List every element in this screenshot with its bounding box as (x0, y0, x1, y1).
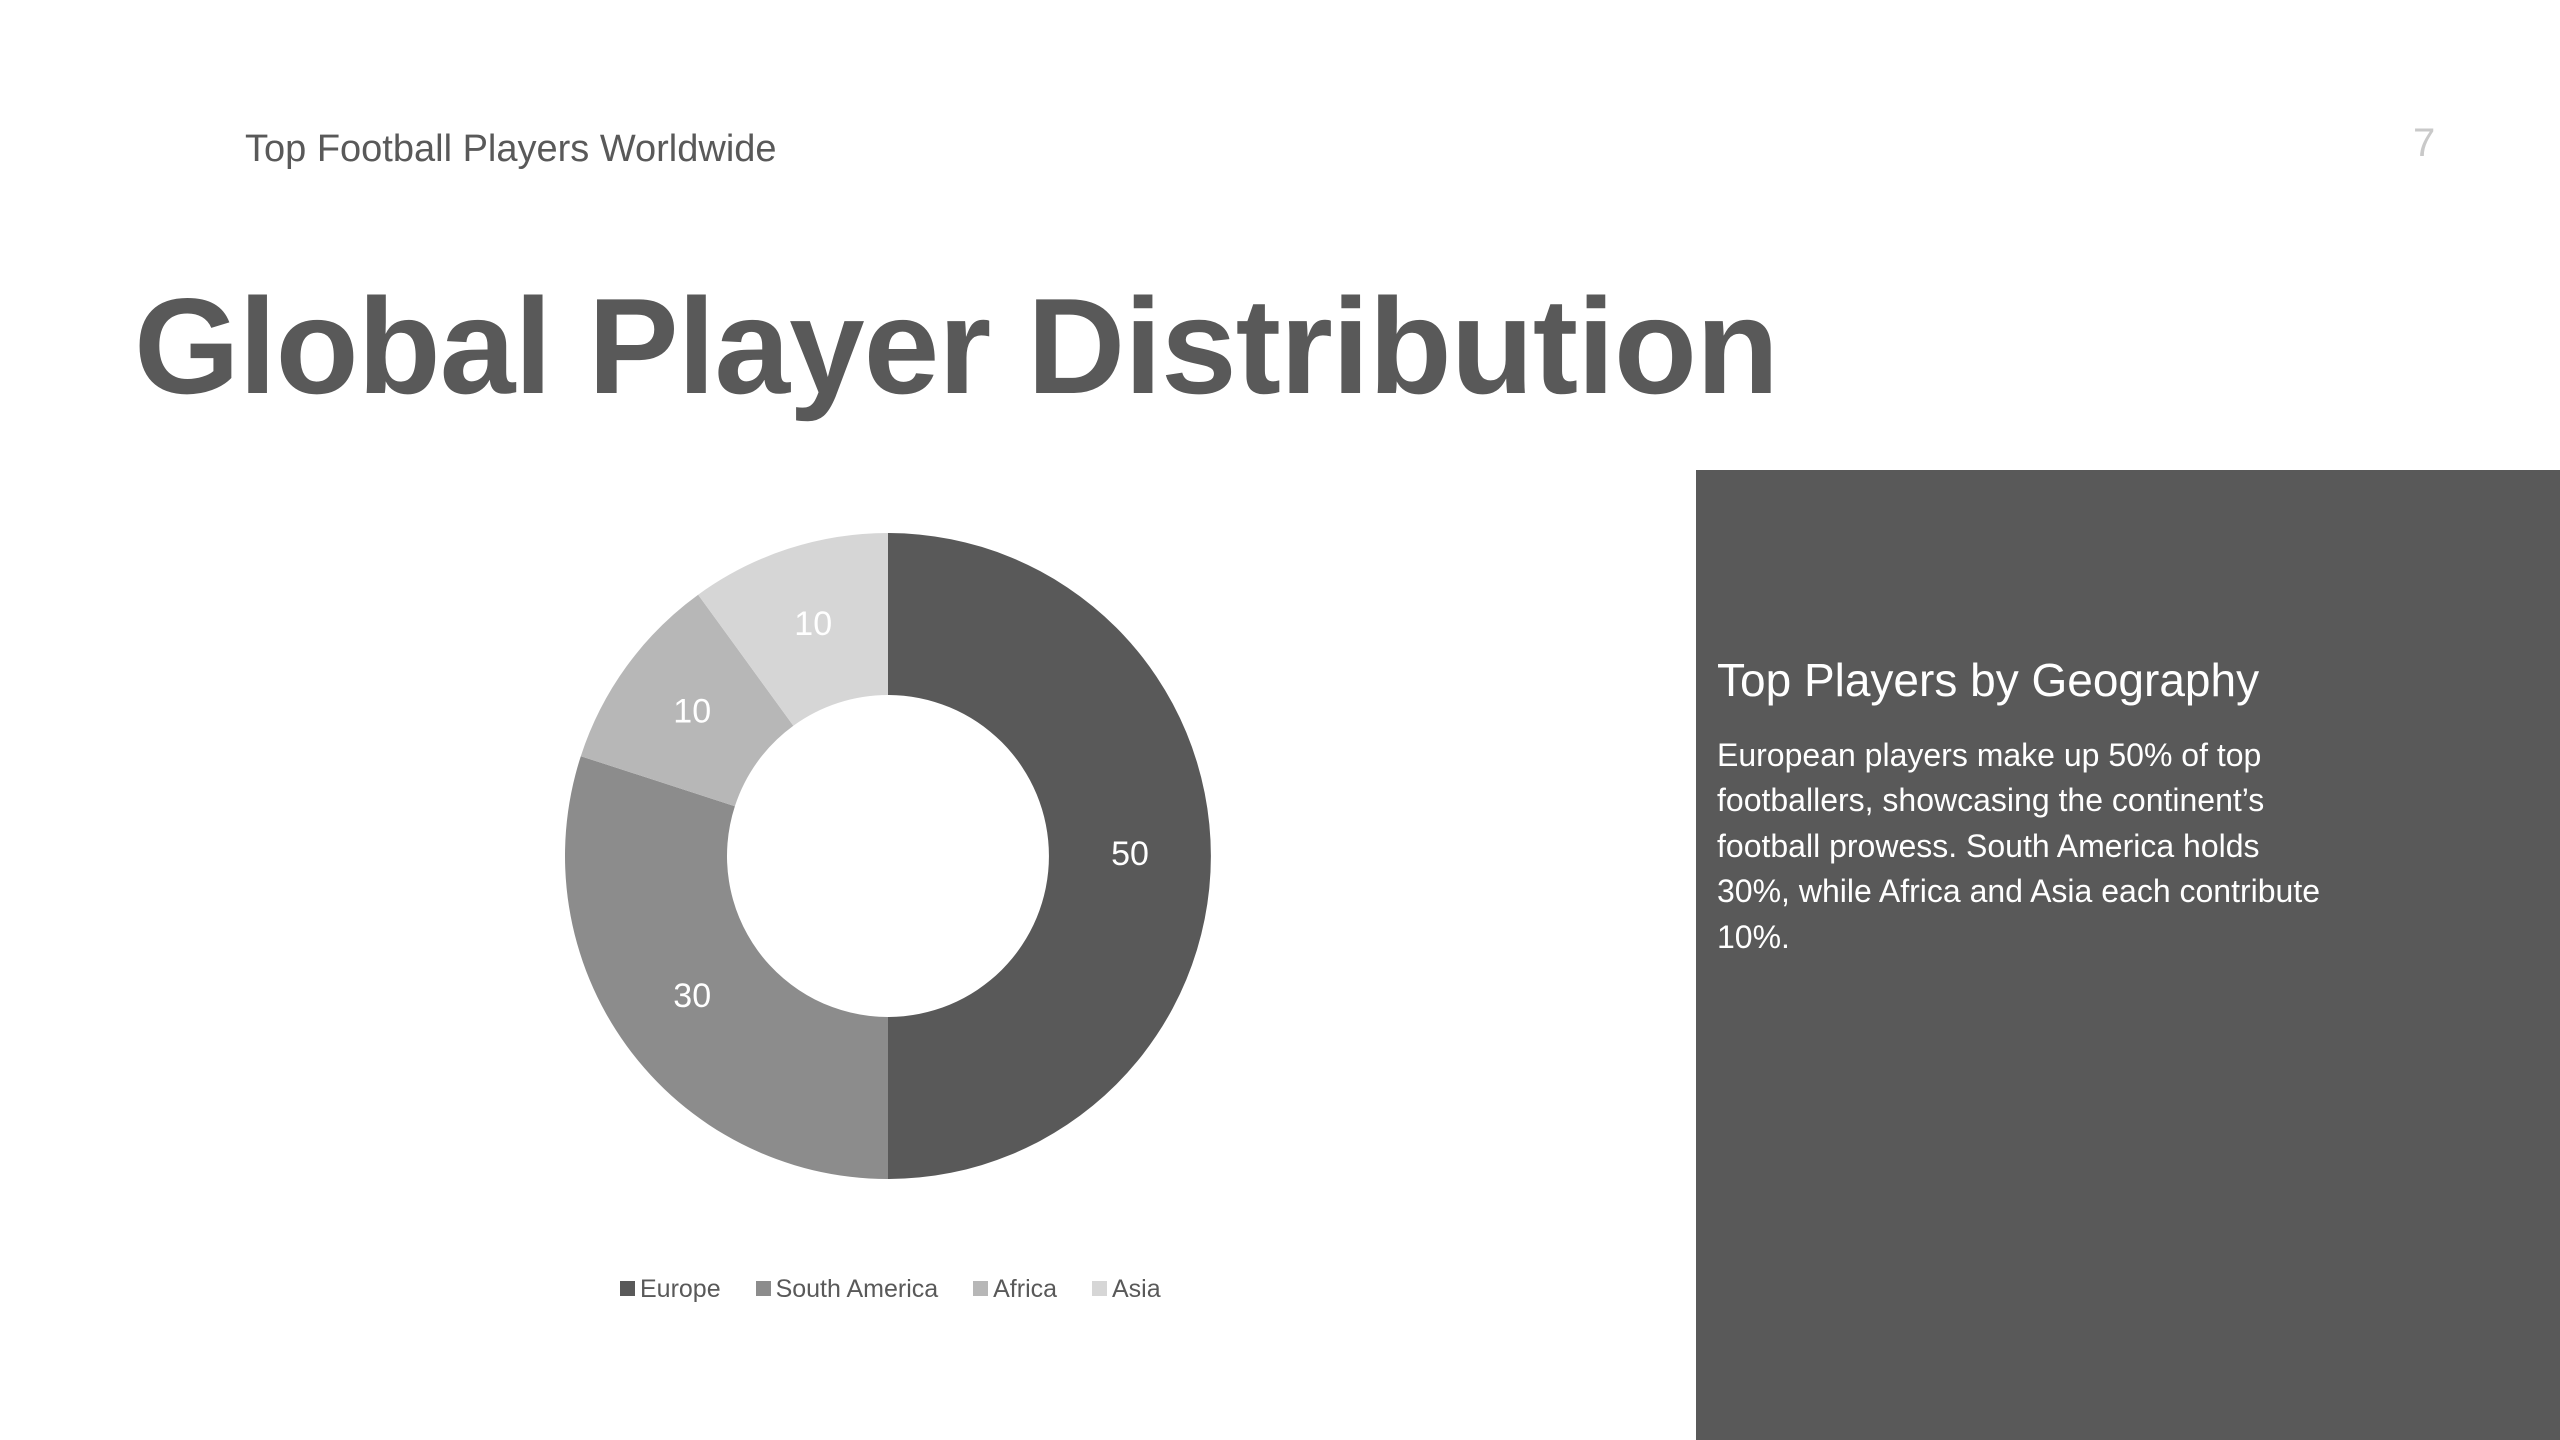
svg-text:10: 10 (673, 693, 711, 731)
svg-text:30: 30 (673, 977, 711, 1015)
svg-text:10: 10 (794, 605, 832, 643)
svg-text:50: 50 (1111, 835, 1149, 873)
